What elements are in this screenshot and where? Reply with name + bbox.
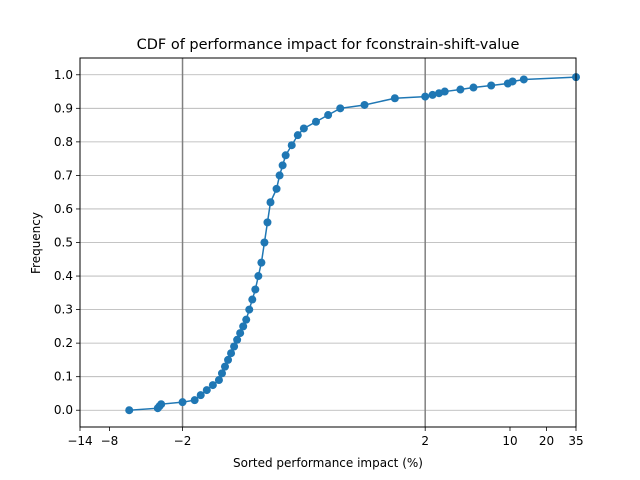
data-point <box>233 335 242 344</box>
data-point <box>519 75 528 84</box>
x-tick-label: 2 <box>421 434 429 448</box>
data-point <box>208 381 217 390</box>
grid-lines <box>80 74 576 411</box>
data-point <box>220 362 229 371</box>
x-axis-label: Sorted performance impact (%) <box>233 456 423 470</box>
reference-lines <box>181 58 426 427</box>
y-tick-label: 0.3 <box>54 303 73 317</box>
data-point <box>260 238 269 247</box>
y-tick-label: 0.2 <box>54 336 73 350</box>
data-point <box>336 104 345 113</box>
data-point <box>487 81 496 90</box>
data-point <box>272 184 281 193</box>
data-point <box>224 355 233 364</box>
data-point <box>245 305 254 314</box>
data-point <box>157 400 166 409</box>
data-point <box>125 406 134 415</box>
y-tick-label: 0.9 <box>54 101 73 115</box>
y-tick-label: 0.7 <box>54 168 73 182</box>
data-point <box>227 349 236 358</box>
x-tick-label: −2 <box>174 434 192 448</box>
y-axis-ticks: 0.0 0.1 0.2 0.3 0.4 0.5 0.6 0.7 0.8 0.9 1.0 <box>54 68 80 417</box>
data-point <box>299 124 308 133</box>
data-point <box>324 111 333 120</box>
data-point <box>508 77 517 86</box>
data-point <box>190 396 199 405</box>
data-point <box>293 131 302 140</box>
data-point <box>257 258 266 267</box>
x-tick-label: −14 <box>67 434 92 448</box>
data-point <box>281 151 290 160</box>
data-point <box>248 295 257 304</box>
data-point <box>178 398 187 407</box>
y-axis-label: Frequency <box>29 212 43 274</box>
data-point <box>266 198 275 207</box>
data-point <box>428 90 437 99</box>
data-point <box>254 272 263 281</box>
y-tick-label: 0.0 <box>54 403 73 417</box>
data-point <box>196 391 205 400</box>
data-point <box>440 87 449 96</box>
x-tick-label: −8 <box>101 434 119 448</box>
data-point <box>360 100 369 109</box>
series-layer <box>125 73 580 415</box>
data-point <box>217 369 226 378</box>
y-tick-label: 0.1 <box>54 370 73 384</box>
y-tick-label: 1.0 <box>54 68 73 82</box>
data-point <box>278 161 287 170</box>
x-tick-label: 35 <box>568 434 583 448</box>
y-tick-label: 0.5 <box>54 236 73 250</box>
data-point <box>421 92 430 101</box>
y-tick-label: 0.4 <box>54 269 73 283</box>
data-point <box>469 83 478 92</box>
data-point <box>456 85 465 94</box>
chart-title: CDF of performance impact for fconstrain… <box>137 37 520 53</box>
y-tick-label: 0.8 <box>54 135 73 149</box>
data-point <box>230 342 239 351</box>
data-point <box>275 171 284 180</box>
data-point <box>202 386 211 395</box>
data-point <box>311 117 320 126</box>
data-point <box>236 329 245 338</box>
data-point <box>287 141 296 150</box>
data-point <box>214 376 223 385</box>
data-point <box>242 315 251 324</box>
x-tick-label: 20 <box>539 434 554 448</box>
y-tick-label: 0.6 <box>54 202 73 216</box>
x-tick-label: 10 <box>502 434 517 448</box>
data-point <box>239 322 248 331</box>
data-point <box>390 94 399 103</box>
x-axis-ticks: −14 −8 −2 2 10 20 35 <box>67 427 584 448</box>
data-point <box>263 218 272 227</box>
data-point <box>251 285 260 294</box>
